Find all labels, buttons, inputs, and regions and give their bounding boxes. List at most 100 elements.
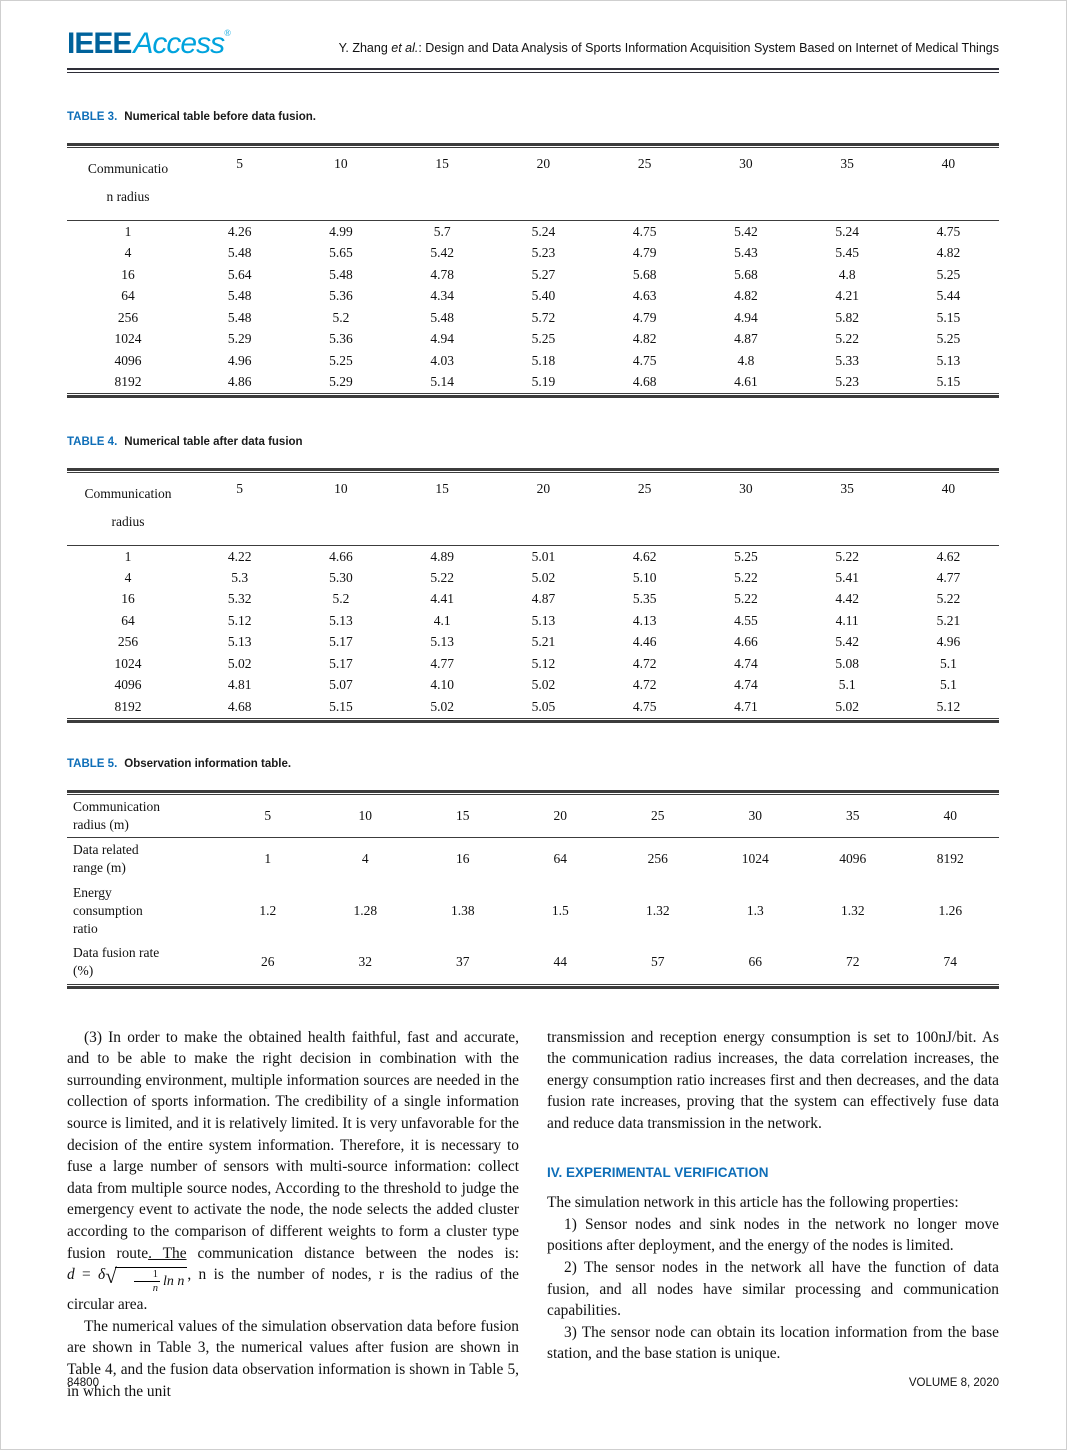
column-header: 15 <box>391 148 493 222</box>
table-rule-bottom <box>67 717 999 723</box>
table-cell: 5.22 <box>734 591 758 607</box>
table-row: 8192 4.68 5.15 5.02 5.05 4.75 4.71 5.02 5.12 <box>67 696 999 718</box>
table-cell: 5.12 <box>936 698 961 714</box>
row-label: 64 <box>121 288 135 304</box>
list-item: 2) The sensor nodes in the network all h… <box>547 1259 999 1320</box>
table-cell: 4.11 <box>835 612 859 628</box>
table-cell: 4.79 <box>632 309 657 325</box>
table-cell: 4.55 <box>734 612 758 628</box>
table-cell: 5.48 <box>227 309 252 325</box>
table-cell: 256 <box>647 851 668 867</box>
table-cell: 4096 <box>839 851 867 867</box>
paragraph: (3) In order to make the obtained health… <box>67 1027 519 1316</box>
column-header: 25 <box>609 794 707 839</box>
table-cell: 1024 <box>741 851 769 867</box>
table-cell: 4.87 <box>531 591 556 607</box>
table-cell: 4.86 <box>227 374 252 390</box>
column-header: 15 <box>391 472 493 547</box>
table-cell: 5.68 <box>632 266 657 282</box>
running-head-authors: Y. Zhang <box>338 41 392 55</box>
row-label: 1024 <box>114 331 142 347</box>
table-3-caption-label: TABLE 3. <box>67 111 118 123</box>
table-cell: 4.74 <box>734 677 758 693</box>
table-cell: 5.15 <box>329 698 353 714</box>
column-header: 25 <box>594 148 696 222</box>
table-4-caption: TABLE 4. Numerical table after data fusio… <box>67 436 999 448</box>
table-row: 256 5.48 5.2 5.48 5.72 4.79 4.94 5.82 5.15 <box>67 307 999 329</box>
fraction-denominator: n <box>152 1283 158 1295</box>
table-cell: 5.22 <box>835 548 859 564</box>
column-header: 35 <box>796 148 898 222</box>
table-cell: 4.79 <box>632 245 657 261</box>
formula-ln-term: ln n <box>162 1274 185 1290</box>
left-column: (3) In order to make the obtained health… <box>67 1027 519 1402</box>
table-cell: 4.68 <box>632 374 657 390</box>
volume-label: VOLUME 8, 2020 <box>908 1377 999 1389</box>
row-label: 16 <box>121 266 135 282</box>
row-label: 1024 <box>114 655 142 671</box>
table-cell: 4.96 <box>936 634 961 650</box>
table-cell: 5.25 <box>936 331 961 347</box>
table-cell: 5.32 <box>227 591 252 607</box>
column-header: 15 <box>414 794 512 839</box>
table-4-caption-text: Numerical table after data fusion <box>124 435 303 448</box>
table-cell: 5.13 <box>329 612 353 628</box>
table-rule-bottom <box>67 983 999 989</box>
table-cell: 4.62 <box>936 548 961 564</box>
table-cell: 4.1 <box>433 612 451 628</box>
table-cell: 5.29 <box>227 331 252 347</box>
table-cell: 5.22 <box>430 569 454 585</box>
ieee-access-logo: IEEEAccess® <box>67 29 231 59</box>
table-cell: 5.30 <box>329 569 353 585</box>
table-cell: 1.26 <box>938 902 963 918</box>
row-label: 64 <box>121 612 135 628</box>
underlined-text: . The <box>148 1244 187 1262</box>
table-cell: 5.14 <box>430 374 454 390</box>
table-header-row: Communication radius (m) 5 10 15 20 25 30 35 40 <box>67 794 999 839</box>
table-cell: 4.77 <box>936 569 961 585</box>
table-cell: 1.2 <box>259 902 277 918</box>
table-cell: 1.38 <box>450 902 475 918</box>
table-cell: 4.72 <box>632 655 657 671</box>
column-header: 35 <box>804 794 902 839</box>
column-header: 10 <box>316 794 414 839</box>
table-5-section: TABLE 5. Observation information table. C… <box>67 758 999 989</box>
table-cell: 5.42 <box>734 223 758 239</box>
table-cell: 5.48 <box>329 266 353 282</box>
table-cell: 4.99 <box>329 223 353 239</box>
table-cell: 5.17 <box>329 655 353 671</box>
row-label: 4096 <box>114 677 142 693</box>
table-corner-header: Communication radius (m) <box>67 794 219 839</box>
table-cell: 5.13 <box>531 612 556 628</box>
table-cell: 4.68 <box>227 698 252 714</box>
table-cell: 5.05 <box>531 698 556 714</box>
row-label: 1 <box>124 548 132 564</box>
table-rule-bottom <box>67 392 999 398</box>
table-cell: 5.25 <box>531 331 556 347</box>
page-number: 84800 <box>67 1377 99 1389</box>
row-label: 4096 <box>114 352 142 368</box>
table-cell: 5.40 <box>531 288 556 304</box>
table-3-caption: TABLE 3. Numerical table before data fusi… <box>67 111 999 123</box>
table-cell: 5.12 <box>227 612 252 628</box>
table-cell: 5.02 <box>430 698 454 714</box>
table-row: Data related range (m) 1 4 16 64 256 1024 4096 8… <box>67 838 999 881</box>
registered-mark: ® <box>224 28 231 38</box>
table-cell: 4.61 <box>734 374 758 390</box>
table-cell: 5.22 <box>734 569 758 585</box>
table-corner-header: Communication radius <box>67 472 189 547</box>
table-cell: 4.81 <box>227 677 252 693</box>
table-cell: 5.25 <box>734 548 758 564</box>
table-cell: 5.29 <box>329 374 353 390</box>
table-cell: 5.44 <box>936 288 961 304</box>
table-row: 64 5.48 5.36 4.34 5.40 4.63 4.82 4.21 5.44 <box>67 285 999 307</box>
column-header: 35 <box>796 472 898 547</box>
table-cell: 5.18 <box>531 352 556 368</box>
column-header: 40 <box>897 148 999 222</box>
row-label: Energy consumption ratio <box>73 884 143 936</box>
table-cell: 4.66 <box>329 548 353 564</box>
table-row: Data fusion rate (%) 26 32 37 44 57 66 72 74 <box>67 941 999 983</box>
row-label: 4 <box>124 245 132 261</box>
table-cell: 5.68 <box>734 266 758 282</box>
